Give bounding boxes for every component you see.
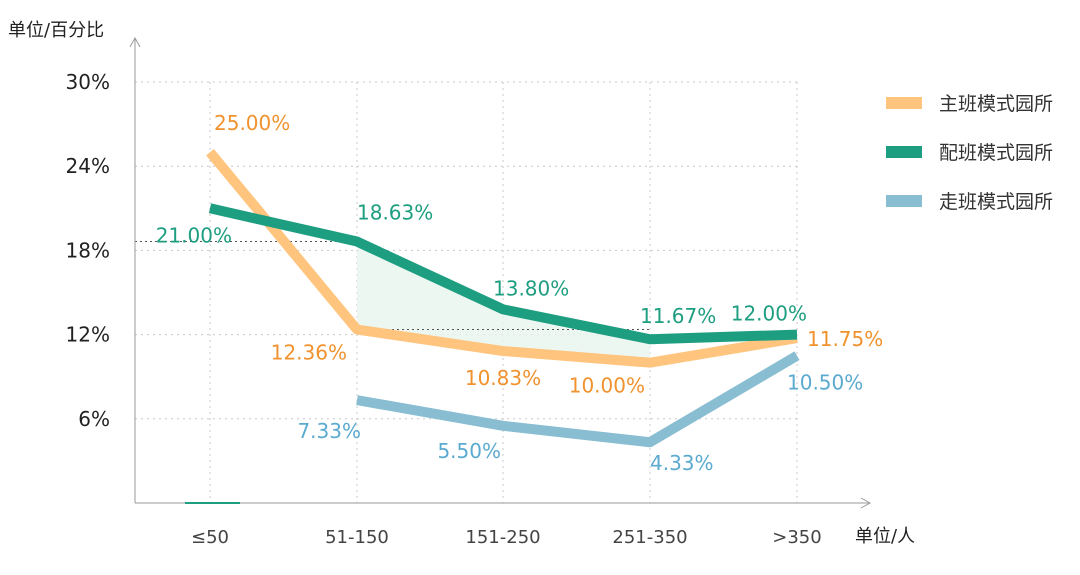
y-unit-label: 单位/百分比: [8, 20, 104, 41]
axes: 6% 12% 18% 24% 30% ≤50 51-150 151-250 251-350 >35…: [66, 36, 872, 548]
data-label: 21.00%: [156, 223, 232, 247]
data-label: 11.67%: [640, 304, 716, 328]
data-label: 4.33%: [650, 451, 714, 475]
data-label: 18.63%: [357, 201, 433, 225]
x-unit-label: 单位/人: [855, 526, 915, 547]
legend-swatch: [886, 146, 922, 158]
y-tick-label: 18%: [66, 238, 110, 262]
x-tick-label: ≤50: [191, 527, 229, 548]
series-line-0: [206, 148, 798, 368]
data-label: 7.33%: [297, 419, 361, 443]
shaded-area: [135, 241, 650, 363]
series-line-1: [208, 203, 798, 345]
data-label: 10.00%: [569, 374, 645, 398]
series-line-2: [356, 351, 800, 448]
x-tick-label: 151-250: [465, 527, 540, 548]
x-tick-label: >350: [772, 527, 821, 548]
series-lines: [206, 148, 800, 448]
data-labels: 25.00% 12.36% 10.83% 10.00% 11.75% 21.00% 18.6…: [156, 111, 884, 475]
x-tick-label: 251-350: [612, 527, 687, 548]
data-label: 10.83%: [465, 366, 541, 390]
data-label: 10.50%: [787, 371, 863, 395]
legend-label: 走班模式园所: [939, 191, 1053, 213]
data-label: 11.75%: [807, 327, 883, 351]
legend-swatch: [886, 97, 922, 109]
y-tick-label: 24%: [66, 154, 110, 178]
x-tick-label: 51-150: [325, 527, 389, 548]
y-axis-arrow: [129, 36, 141, 48]
legend-swatch: [886, 195, 922, 207]
y-tick-label: 6%: [78, 407, 110, 431]
legend-label: 主班模式园所: [939, 93, 1053, 115]
data-label: 5.50%: [437, 439, 501, 463]
y-tick-label: 30%: [66, 70, 110, 94]
data-label: 13.80%: [493, 276, 569, 300]
data-label: 25.00%: [214, 111, 290, 135]
legend-label: 配班模式园所: [939, 142, 1053, 164]
data-label: 12.36%: [271, 341, 347, 365]
x-axis-arrow: [860, 497, 872, 509]
shaded-region: [357, 241, 650, 363]
y-tick-label: 12%: [66, 323, 110, 347]
data-label: 12.00%: [731, 302, 807, 326]
